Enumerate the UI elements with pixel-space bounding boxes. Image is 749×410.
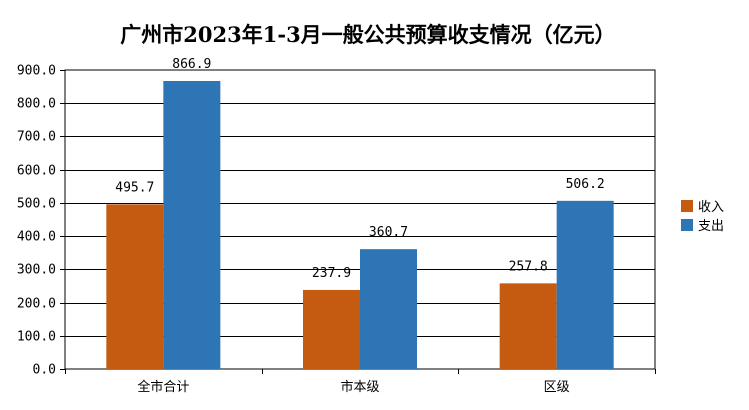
bars [106,80,614,370]
y-tick-label: 100.0 [17,330,56,345]
data-label: 495.7 [115,180,154,195]
x-tick-label: 市本级 [340,379,379,395]
bar-income-2 [499,283,557,369]
y-tick-label: 300.0 [17,263,56,278]
y-tick-label: 700.0 [17,130,56,145]
x-tick-label: 全市合计 [137,379,189,395]
data-label: 506.2 [566,177,605,192]
bar-expenditure-2 [556,200,614,369]
data-label: 257.8 [509,259,548,274]
y-tick-label: 800.0 [17,97,56,112]
y-tick-label: 0.0 [33,363,56,378]
bar-income-0 [106,204,164,369]
legend-label-expenditure: 支出 [698,219,724,234]
bar-expenditure-1 [360,249,417,369]
data-label: 866.9 [172,57,211,72]
y-tick-label: 400.0 [17,230,56,245]
y-tick-label: 900.0 [17,64,56,79]
bar-income-1 [303,289,360,369]
x-tick-label: 区级 [544,380,570,395]
data-label: 237.9 [312,266,351,281]
y-tick-label: 200.0 [17,297,56,312]
chart-title: 广州市2023年1-3月一般公共预算收支情况（亿元） [120,22,615,47]
legend-swatch-expenditure [681,219,693,231]
data-label: 360.7 [369,225,408,240]
x-axis: 全市合计 市本级 区级 [65,369,656,395]
y-tick-label: 600.0 [17,164,56,179]
bar-expenditure-0 [163,80,221,370]
legend-label-income: 收入 [698,200,724,215]
legend-swatch-income [681,200,693,212]
data-labels: 495.7 866.9 237.9 360.7 257.8 506.2 [115,57,604,281]
y-tick-label: 500.0 [17,197,56,212]
y-axis: 0.0 100.0 200.0 300.0 400.0 500.0 600.0 700.0 80… [17,64,65,378]
